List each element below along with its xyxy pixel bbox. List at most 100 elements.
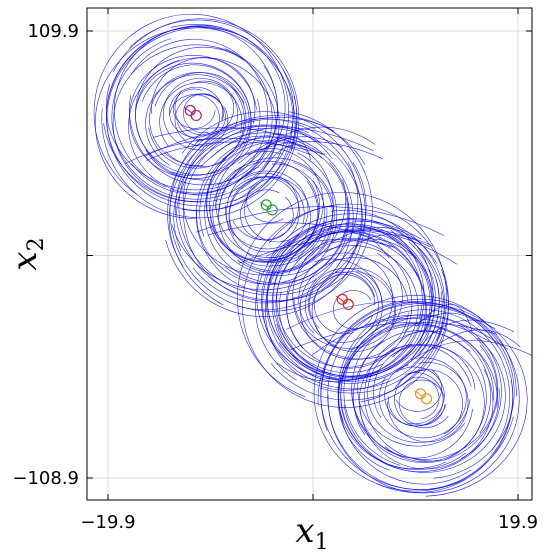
trajectory-arc-2-8 [262, 218, 443, 390]
trajectory-arc-0-31 [111, 38, 280, 200]
trajectory-arc-2-12 [266, 213, 445, 394]
trajectory-arc-1-23 [210, 135, 334, 275]
marker-2-b [342, 298, 354, 310]
trajectory-arc-2-13 [286, 245, 419, 358]
plot-frame [86, 7, 533, 501]
trajectory-sweep-1-4 [304, 229, 458, 265]
y-tick-label-0: −108.9 [12, 468, 79, 489]
trajectory-arc-3-32 [388, 372, 444, 427]
trajectory-arc-1-2 [206, 134, 325, 276]
trajectory-arc-2-3 [333, 290, 373, 330]
trajectory-arc-3-3 [351, 316, 499, 463]
trajectory-arc-0-22 [177, 93, 226, 140]
trajectory-arc-1-5 [244, 177, 301, 243]
trajectory-arc-0-11 [106, 26, 294, 212]
trajectory-arc-0-26 [103, 19, 294, 203]
trajectory-arc-3-5 [379, 357, 467, 439]
y-axis-label-main: x [5, 251, 45, 270]
trajectory-sweep-0-1 [199, 127, 321, 168]
trajectory-arc-0-7 [169, 94, 220, 142]
trajectory-arc-1-20 [175, 115, 366, 301]
trajectory-sweep-1-6 [296, 221, 422, 262]
trajectory-sweep-0-8 [238, 126, 376, 165]
trajectory-arc-2-21 [267, 223, 436, 378]
trajectory-sweep-1-3 [266, 228, 430, 257]
ticks: −19.9 19.9 −108.9 109.9 [12, 8, 538, 533]
trajectory-sweep-1-5 [342, 226, 390, 259]
trajectory-sweep-0-9 [247, 141, 384, 160]
trajectory-arc-0-19 [151, 57, 256, 124]
trajectory-arc-0-21 [135, 46, 245, 181]
trajectory-arc-0-18 [112, 44, 280, 202]
trajectory-arc-1-24 [225, 170, 309, 250]
marker-0-tick [183, 107, 195, 115]
trajectory-arc-2-28 [275, 230, 423, 377]
trajectory-sweep-2-0 [311, 318, 490, 356]
trajectory-arc-0-17 [173, 88, 216, 129]
trajectory-arc-2-27 [276, 230, 435, 382]
trajectory-sweep-0-4 [250, 135, 311, 163]
trajectory-arc-3-16 [400, 366, 445, 425]
trajectory-arc-0-9 [129, 55, 257, 177]
trajectory-arc-1-11 [196, 136, 350, 294]
trajectory-arc-3-15 [357, 340, 466, 447]
trajectory-arc-3-14 [327, 318, 520, 494]
trajectory-arc-0-24 [106, 27, 298, 211]
trajectory-arc-1-29 [239, 189, 294, 241]
y-axis-label-sub: 2 [24, 237, 49, 251]
trajectory-arc-3-6 [394, 370, 449, 429]
x-tick-label-0: −19.9 [80, 512, 135, 533]
trajectory-sweep-1-2 [336, 234, 434, 268]
trajectory-arc-3-10 [337, 323, 491, 469]
trajectory-arc-1-13 [226, 163, 325, 263]
trajectory-arc-2-32 [298, 252, 393, 334]
trajectory-arc-2-18 [309, 271, 375, 328]
marker-1-tick [259, 201, 271, 210]
trajectory-arc-1-17 [196, 152, 338, 285]
trajectory-arc-2-11 [304, 271, 379, 343]
trajectory-arc-2-19 [293, 252, 403, 349]
trajectory-arc-0-13 [148, 86, 245, 169]
trajectory-arc-3-29 [394, 369, 463, 435]
trajectory-sweep-0-5 [232, 136, 343, 178]
grid [87, 8, 532, 500]
trajectory-sweep-1-9 [331, 227, 438, 264]
trajectory-arc-2-31 [266, 218, 440, 381]
trajectory-arc-3-28 [384, 364, 447, 427]
trajectory-sweep-0-2 [263, 144, 323, 171]
trajectory-arc-2-14 [271, 225, 433, 382]
trajectory-arc-0-5 [145, 74, 245, 166]
trajectory-sweep-1-0 [207, 222, 392, 248]
trajectory-arc-1-6 [232, 172, 299, 241]
trajectory-sweep-1-7 [325, 238, 417, 259]
trajectory-arc-3-30 [337, 325, 498, 471]
trajectory-arc-2-6 [311, 271, 395, 347]
y-tick-label-2: 109.9 [27, 21, 79, 42]
trajectory-arc-2-4 [299, 257, 409, 360]
trajectory-arc-2-0 [256, 209, 434, 381]
trajectory-sweep-2-6 [416, 304, 473, 332]
marker-3-b [420, 393, 433, 405]
marker-3-tick [414, 390, 425, 399]
trajectory-arc-2-20 [313, 274, 376, 335]
x-tick-label-2: 19.9 [498, 512, 538, 533]
trajectory-arc-3-1 [395, 369, 442, 412]
trajectory-arc-2-10 [276, 229, 425, 382]
trajectory-arc-2-30 [308, 268, 383, 320]
trajectory-arc-3-12 [364, 330, 443, 462]
trajectory-arc-1-21 [183, 124, 334, 302]
trajectory-arc-1-30 [229, 176, 300, 243]
trajectory-arc-3-25 [372, 343, 476, 418]
trajectory-arc-1-28 [182, 124, 346, 276]
trajectory-sweep-2-2 [354, 314, 509, 350]
marker-0-b [190, 109, 202, 122]
trajectory-sweep-2-4 [410, 319, 515, 362]
marker-2-tick [335, 295, 347, 304]
trajectory-arc-3-13 [358, 344, 473, 459]
trajectory-sweep-2-7 [290, 322, 498, 350]
trajectory-arc-3-20 [387, 362, 469, 443]
trajectory-arc-0-14 [169, 86, 223, 138]
trajectory-arc-1-25 [167, 118, 362, 311]
trajectory-arc-1-4 [215, 147, 324, 258]
trajectory-arc-2-23 [237, 192, 447, 403]
